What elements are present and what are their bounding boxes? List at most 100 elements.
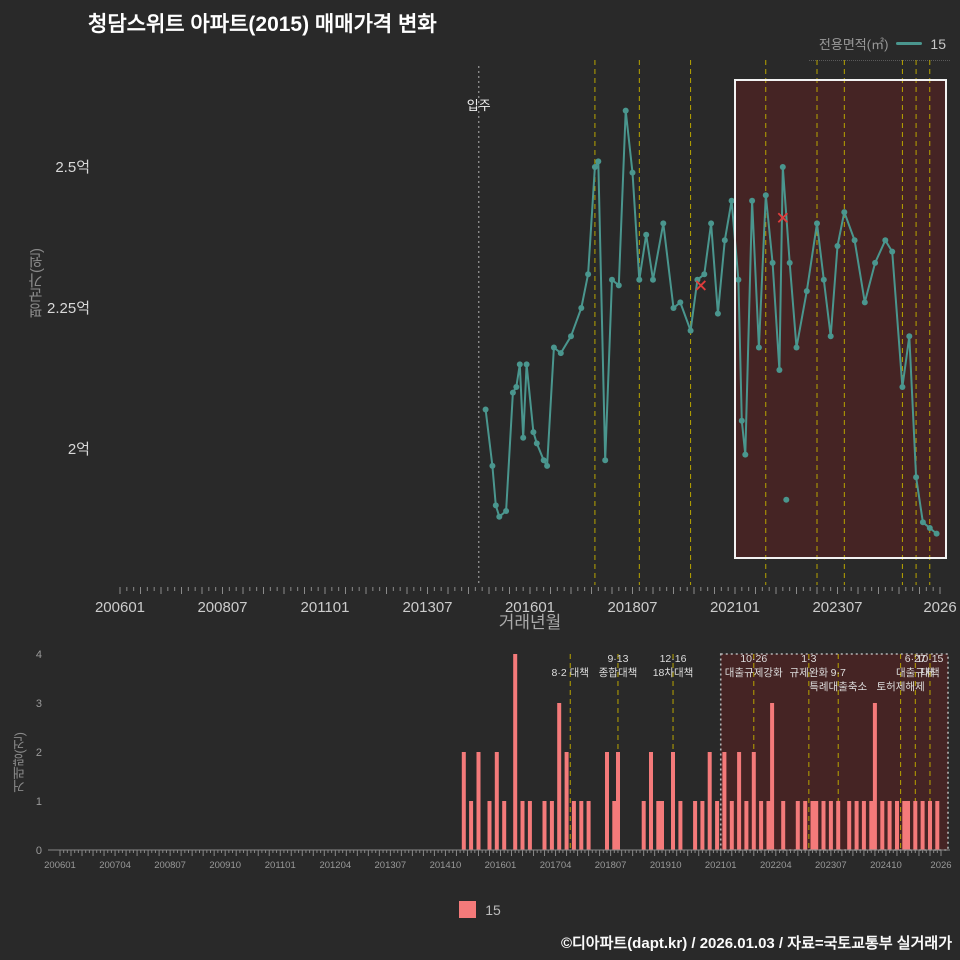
price-point[interactable] (660, 220, 667, 227)
price-point[interactable] (557, 350, 564, 357)
volume-bar[interactable] (770, 703, 775, 850)
volume-bar[interactable] (828, 801, 833, 850)
volume-bar[interactable] (814, 801, 819, 850)
price-point[interactable] (602, 457, 609, 464)
volume-bar[interactable] (564, 752, 569, 850)
price-point[interactable] (827, 333, 834, 340)
volume-bar[interactable] (586, 801, 591, 850)
price-point[interactable] (643, 231, 650, 238)
price-point[interactable] (629, 169, 636, 176)
volume-bar[interactable] (461, 752, 466, 850)
price-point[interactable] (793, 344, 800, 351)
volume-bar[interactable] (579, 801, 584, 850)
area-legend[interactable]: 전용면적(㎡) 15 (808, 34, 950, 61)
price-point[interactable] (714, 310, 721, 317)
price-point[interactable] (906, 333, 913, 340)
price-point[interactable] (544, 462, 551, 469)
volume-bar[interactable] (693, 801, 698, 850)
volume-bar[interactable] (737, 752, 742, 850)
price-point[interactable] (568, 333, 574, 340)
volume-bar[interactable] (759, 801, 764, 850)
price-point[interactable] (496, 513, 503, 520)
volume-bar[interactable] (605, 752, 609, 850)
price-point[interactable] (585, 271, 592, 278)
volume-bar[interactable] (616, 752, 620, 850)
price-point[interactable] (841, 209, 848, 216)
price-point[interactable] (650, 276, 656, 283)
price-point[interactable] (913, 474, 920, 481)
price-point[interactable] (769, 259, 776, 266)
volume-bar[interactable] (913, 801, 918, 850)
price-point[interactable] (540, 457, 547, 464)
price-point[interactable] (834, 243, 841, 249)
volume-bar[interactable] (542, 801, 547, 850)
price-point[interactable] (636, 276, 643, 283)
price-point[interactable] (762, 192, 769, 199)
volume-bar[interactable] (571, 801, 576, 850)
price-point[interactable] (530, 429, 537, 436)
volume-bar[interactable] (803, 801, 808, 850)
price-point[interactable] (735, 276, 742, 283)
volume-bar[interactable] (649, 752, 653, 850)
volume-bar[interactable] (502, 801, 507, 850)
volume-bar[interactable] (612, 801, 617, 850)
volume-bar[interactable] (887, 801, 892, 850)
price-point[interactable] (926, 525, 933, 531)
price-point[interactable] (749, 197, 756, 204)
volume-bar[interactable] (641, 801, 646, 850)
volume-chart[interactable]: 8·2 대책 9·13 종합대책 12·16 18차대책 10·26 대출규제강화 1·3규제… (0, 648, 960, 883)
volume-bar[interactable] (494, 752, 499, 850)
price-point[interactable] (803, 288, 810, 295)
price-point[interactable] (872, 259, 879, 266)
volume-bar[interactable] (906, 801, 910, 850)
price-point[interactable] (820, 276, 827, 283)
volume-bar[interactable] (656, 801, 661, 850)
price-point[interactable] (578, 305, 585, 311)
price-point[interactable] (489, 462, 496, 469)
volume-bar[interactable] (700, 801, 705, 850)
volume-bar[interactable] (557, 703, 562, 850)
price-point[interactable] (595, 158, 602, 165)
price-point[interactable] (919, 519, 926, 526)
volume-bar[interactable] (928, 801, 932, 850)
price-point[interactable] (701, 271, 708, 278)
volume-bar[interactable] (795, 801, 800, 850)
volume-bar[interactable] (520, 801, 525, 850)
volume-bar[interactable] (487, 801, 492, 850)
price-point[interactable] (776, 367, 783, 373)
price-point[interactable] (882, 237, 889, 244)
price-point[interactable] (889, 248, 896, 255)
price-point[interactable] (523, 361, 530, 368)
price-point[interactable] (779, 164, 786, 170)
price-point[interactable] (933, 530, 940, 537)
price-point[interactable] (861, 299, 868, 306)
volume-legend[interactable]: 15 (0, 901, 960, 918)
volume-bar[interactable] (549, 801, 554, 850)
cancelled-transaction-mark[interactable] (695, 280, 706, 291)
price-point[interactable] (492, 502, 499, 509)
volume-bar[interactable] (821, 801, 826, 850)
price-point[interactable] (533, 440, 540, 447)
price-point[interactable] (677, 299, 684, 306)
price-point[interactable] (687, 327, 694, 334)
volume-bar[interactable] (781, 801, 786, 850)
volume-bar[interactable] (729, 801, 734, 850)
price-point[interactable] (783, 496, 790, 503)
volume-bar[interactable] (744, 801, 749, 850)
price-point[interactable] (513, 384, 520, 390)
volume-bar[interactable] (671, 752, 675, 850)
volume-bar[interactable] (476, 752, 481, 850)
price-point[interactable] (482, 406, 489, 413)
volume-bar[interactable] (660, 801, 664, 850)
volume-bar[interactable] (707, 752, 712, 850)
price-point[interactable] (851, 237, 858, 244)
volume-bar[interactable] (766, 801, 771, 850)
cancelled-transaction-mark[interactable] (777, 212, 788, 223)
price-point[interactable] (670, 305, 677, 311)
volume-bar[interactable] (895, 801, 899, 850)
price-point[interactable] (786, 259, 793, 266)
volume-bar[interactable] (469, 801, 474, 850)
volume-bar[interactable] (678, 801, 683, 850)
volume-bar[interactable] (880, 801, 885, 850)
price-point[interactable] (591, 164, 598, 170)
